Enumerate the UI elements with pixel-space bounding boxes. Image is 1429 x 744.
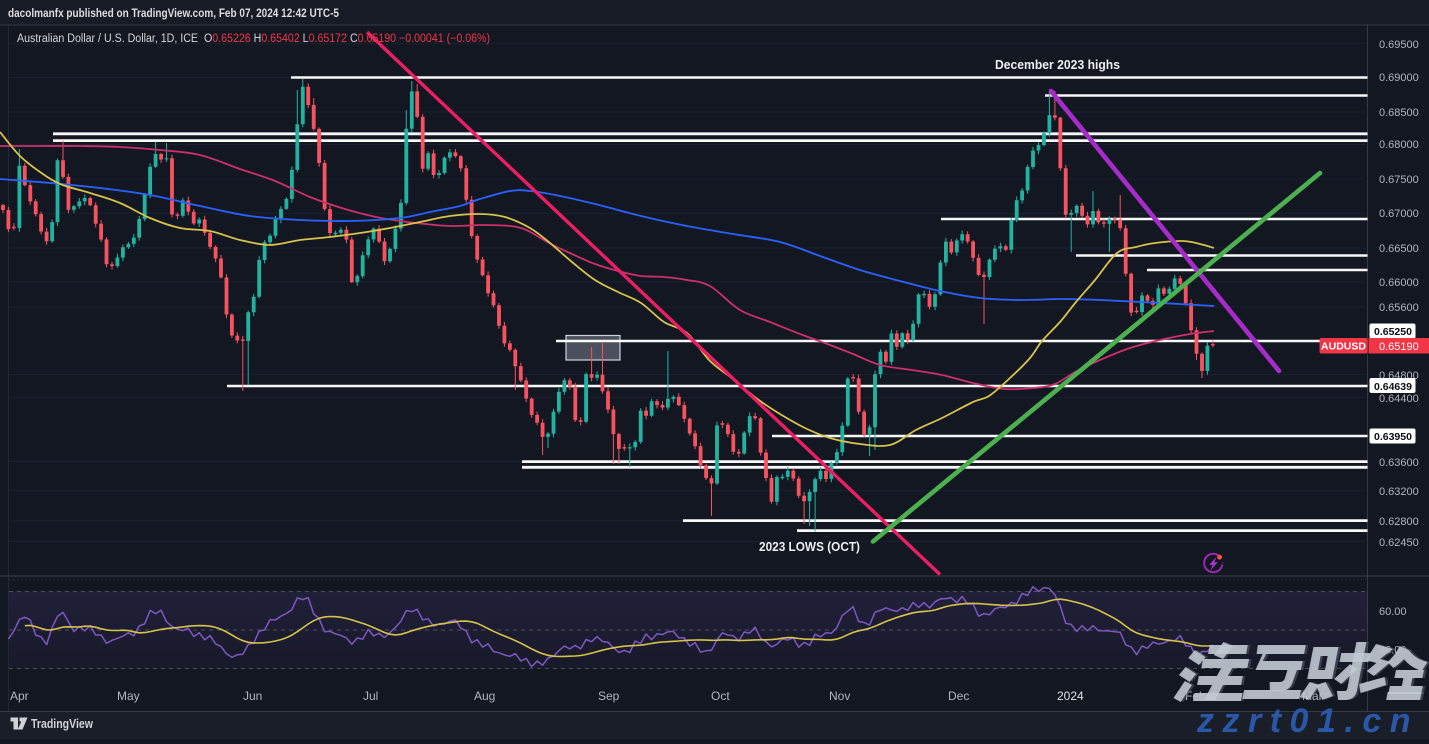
svg-text:0.67500: 0.67500	[1379, 174, 1419, 186]
svg-text:0.64400: 0.64400	[1379, 393, 1419, 405]
svg-text:0.68000: 0.68000	[1379, 139, 1419, 151]
svg-text:0.67000: 0.67000	[1379, 208, 1419, 220]
svg-text:0.62800: 0.62800	[1379, 516, 1419, 528]
svg-text:0.66000: 0.66000	[1379, 277, 1419, 289]
svg-text:zzrt01.cn: zzrt01.cn	[1196, 702, 1419, 739]
svg-text:dacolmanfx published on Tradin: dacolmanfx published on TradingView.com,…	[8, 6, 339, 20]
svg-text:Jun: Jun	[243, 689, 262, 703]
svg-text:0.64639: 0.64639	[1374, 381, 1412, 393]
svg-text:0.63600: 0.63600	[1379, 457, 1419, 469]
svg-text:0.65600: 0.65600	[1379, 302, 1419, 314]
svg-text:May: May	[117, 689, 140, 703]
svg-text:0.66500: 0.66500	[1379, 243, 1419, 255]
svg-text:2024: 2024	[1057, 689, 1084, 703]
svg-text:60.00: 60.00	[1379, 606, 1407, 618]
svg-text:0.62450: 0.62450	[1379, 537, 1419, 549]
svg-text:Dec: Dec	[948, 689, 969, 703]
svg-text:0.68500: 0.68500	[1379, 107, 1419, 119]
svg-text:Nov: Nov	[829, 689, 850, 703]
svg-text:2023 LOWS (OCT): 2023 LOWS (OCT)	[759, 539, 860, 554]
svg-text:Oct: Oct	[711, 689, 730, 703]
svg-text:AUDUSD: AUDUSD	[1321, 341, 1366, 353]
svg-text:0.69500: 0.69500	[1379, 39, 1419, 51]
svg-text:O0.65226 H0.65402 L0.65172 C0.: O0.65226 H0.65402 L0.65172 C0.65190 −0.0…	[204, 33, 490, 45]
svg-text:0.63950: 0.63950	[1374, 431, 1412, 443]
svg-text:0.65250: 0.65250	[1374, 326, 1412, 338]
svg-text:0.69000: 0.69000	[1379, 72, 1419, 84]
svg-text:Jul: Jul	[363, 689, 378, 703]
svg-text:0.65190: 0.65190	[1379, 341, 1419, 353]
svg-text:TradingView: TradingView	[31, 716, 94, 731]
svg-text:Apr: Apr	[10, 689, 29, 703]
svg-text:Australian Dollar / U.S. Dolla: Australian Dollar / U.S. Dollar, 1D, ICE	[17, 33, 198, 45]
svg-text:December 2023 highs: December 2023 highs	[995, 57, 1120, 72]
svg-text:Sep: Sep	[598, 689, 620, 703]
svg-text:Aug: Aug	[474, 689, 495, 703]
svg-text:0.63200: 0.63200	[1379, 486, 1419, 498]
